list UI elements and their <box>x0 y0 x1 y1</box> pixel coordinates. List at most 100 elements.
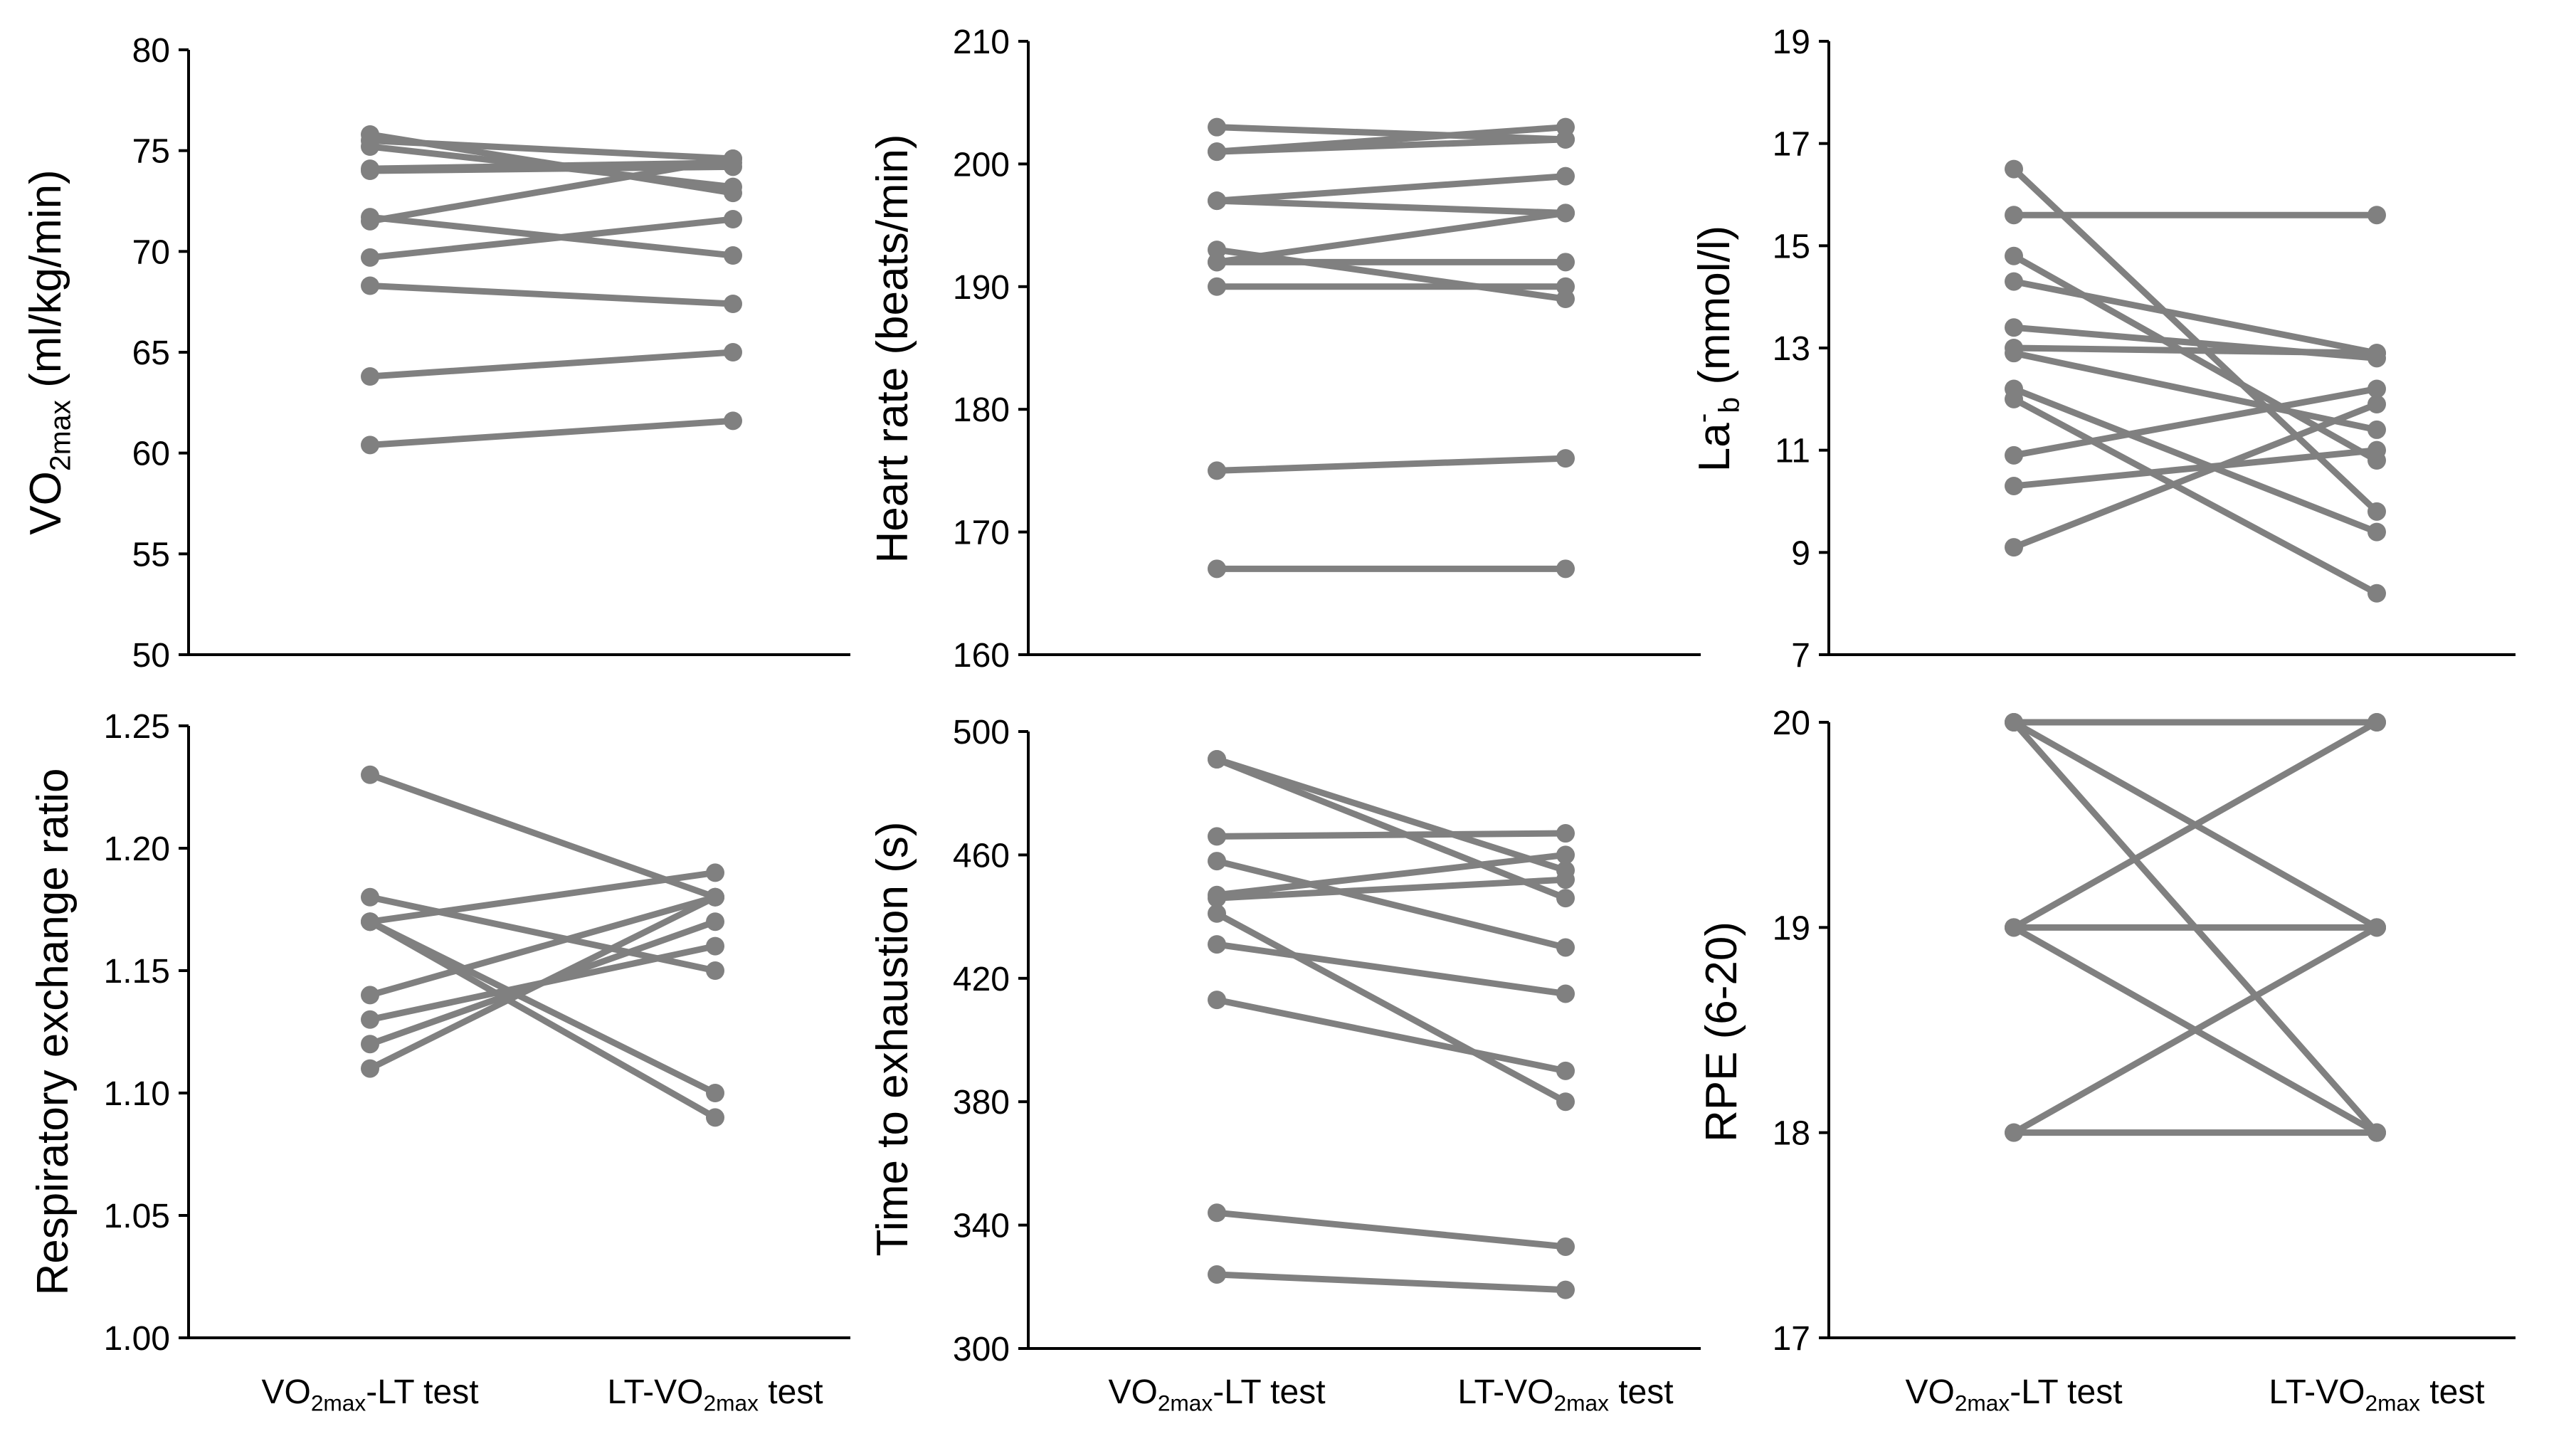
y-tick-label: 7 <box>1791 637 1810 675</box>
point-vo2max-lt <box>2005 476 2023 495</box>
point-lt-vo2max <box>1556 204 1575 223</box>
point-lt-vo2max <box>2368 918 2386 937</box>
point-vo2max-lt <box>2005 445 2023 465</box>
label-part: 2max <box>2365 1390 2420 1416</box>
point-lt-vo2max <box>2368 379 2386 398</box>
subject-line <box>2010 719 2380 931</box>
y-axis-label: Time to exhaustion (s) <box>868 821 917 1256</box>
y-axis-label: VO2max (ml/kg/min) <box>21 169 77 534</box>
y-tick-label: 380 <box>953 1084 1010 1121</box>
point-vo2max-lt <box>1208 117 1226 137</box>
y-tick-label: 300 <box>953 1331 1010 1368</box>
point-lt-vo2max <box>1556 845 1575 865</box>
y-tick-label: 420 <box>953 961 1010 998</box>
point-vo2max-lt <box>361 1059 379 1078</box>
y-tick-label: 200 <box>953 146 1010 184</box>
y-tick-label: 70 <box>132 233 170 271</box>
label-part: RPE (6-20) <box>1697 922 1746 1142</box>
subject-line <box>2010 278 2380 357</box>
label-part: VO <box>1108 1373 1157 1411</box>
subject-line <box>1213 246 1569 302</box>
subject-line <box>1213 851 1569 899</box>
point-lt-vo2max <box>1556 253 1575 272</box>
point-vo2max-lt <box>2005 318 2023 337</box>
point-lt-vo2max <box>2368 584 2386 603</box>
point-lt-vo2max <box>706 961 724 980</box>
subject-line <box>366 869 719 925</box>
point-lt-vo2max <box>724 411 742 431</box>
point-vo2max-lt <box>1208 461 1226 480</box>
point-lt-vo2max <box>2368 440 2386 460</box>
point-lt-vo2max <box>1556 559 1575 579</box>
label-part: 2max <box>44 400 77 472</box>
subject-line <box>366 918 719 1097</box>
point-lt-vo2max <box>724 295 742 313</box>
subject-line <box>2010 447 2380 490</box>
label-part: 2max <box>1158 1390 1213 1416</box>
subject-line <box>1213 756 1569 902</box>
label-part: VO <box>21 471 70 535</box>
subject-line <box>1213 857 1569 951</box>
label-part: test <box>759 1373 823 1411</box>
point-lt-vo2max <box>706 1108 724 1127</box>
subject-line <box>1213 209 1569 265</box>
y-tick-label: 65 <box>132 334 170 372</box>
point-vo2max-lt <box>1208 1265 1226 1284</box>
y-tick-label: 1.20 <box>104 830 170 868</box>
subject-line <box>366 918 719 1121</box>
subject-line <box>2010 401 2380 551</box>
point-vo2max-lt <box>2005 713 2023 732</box>
x-category-label: LT-VO2max test <box>1457 1373 1673 1416</box>
point-vo2max-lt <box>361 162 379 180</box>
panel-vo2max: 50 55 60 65 70 75 80 VO2max (ml/kg/min) <box>21 32 850 675</box>
point-lt-vo2max <box>1556 984 1575 1003</box>
y-tick-label: 170 <box>953 514 1010 552</box>
point-vo2max-lt <box>1208 277 1226 296</box>
subject-line <box>366 283 737 307</box>
x-category-label: VO2max-LT test <box>1905 1373 2122 1416</box>
y-tick-label: 19 <box>1773 909 1810 947</box>
point-vo2max-lt <box>1208 904 1226 923</box>
label-part: test <box>1609 1373 1674 1411</box>
y-tick-label: 1.05 <box>104 1198 170 1235</box>
panel-tte: 300 340 380 420 460 500 Time to exhaustion (s)… <box>868 714 1701 1416</box>
y-tick-label: 160 <box>953 637 1010 675</box>
subject-line <box>2010 396 2380 597</box>
y-tick-label: 80 <box>132 32 170 70</box>
subject-line <box>2010 344 2380 357</box>
point-lt-vo2max <box>1556 1237 1575 1256</box>
subject-line <box>1213 124 1569 143</box>
label-part: test <box>2420 1373 2485 1411</box>
label-part: 2max <box>1553 1390 1609 1416</box>
y-axis-label: RPE (6-20) <box>1697 922 1746 1142</box>
y-tick-label: 20 <box>1773 704 1810 742</box>
point-vo2max-lt <box>361 887 379 907</box>
y-tick-label: 1.25 <box>104 708 170 746</box>
label-part: LT-VO <box>607 1373 703 1411</box>
y-tick-label: 13 <box>1773 330 1810 368</box>
subject-line <box>366 894 719 998</box>
subject-line <box>366 894 719 1072</box>
point-lt-vo2max <box>1556 449 1575 468</box>
point-vo2max-lt <box>361 1010 379 1029</box>
label-part: Respiratory exchange ratio <box>28 769 78 1296</box>
point-vo2max-lt <box>1208 1203 1226 1223</box>
subject-line <box>2010 924 2380 1136</box>
point-lt-vo2max <box>1556 870 1575 890</box>
point-vo2max-lt <box>1208 991 1226 1010</box>
subject-line <box>2010 349 2380 433</box>
point-lt-vo2max <box>1556 130 1575 149</box>
point-vo2max-lt <box>361 211 379 231</box>
subject-line <box>1213 996 1569 1075</box>
label-part: -LT test <box>1213 1373 1325 1411</box>
label-part: - <box>1686 413 1719 423</box>
y-tick-label: 1.15 <box>104 953 170 991</box>
point-lt-vo2max <box>1556 824 1575 843</box>
point-vo2max-lt <box>1208 142 1226 162</box>
label-part: Heart rate (beats/min) <box>868 134 917 564</box>
y-tick-label: 15 <box>1773 228 1810 265</box>
label-part: -LT test <box>2010 1373 2122 1411</box>
point-vo2max-lt <box>2005 246 2023 265</box>
